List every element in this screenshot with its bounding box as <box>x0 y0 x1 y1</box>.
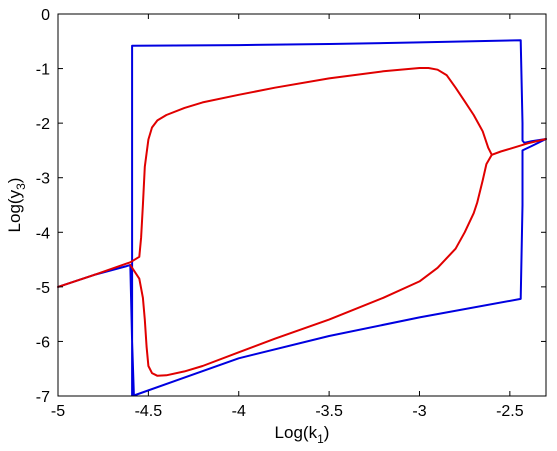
x-tick-label: -5 <box>51 403 65 420</box>
x-tick-label: -4.5 <box>135 403 163 420</box>
plot-frame <box>57 13 547 397</box>
x-tick-label: -3.5 <box>315 403 343 420</box>
series-line-2 <box>132 138 547 397</box>
y-tick-label: -5 <box>36 280 50 297</box>
x-tick-label: -3 <box>412 403 426 420</box>
x-tick-label: -4 <box>232 403 246 420</box>
y-tick-label: -6 <box>36 334 50 351</box>
y-axis-label: Log(y3) <box>5 178 28 233</box>
y-tick-label: -7 <box>36 389 50 406</box>
x-axis-label-close: ) <box>324 423 330 442</box>
x-tick-label: -2.5 <box>496 403 524 420</box>
series-line-4 <box>129 153 493 377</box>
x-axis-label: Log(k1) <box>275 423 330 446</box>
x-axis-ticks: -5 -4.5 -4 -3.5 -3 -2.5 <box>51 14 524 420</box>
y-axis-label-close: ) <box>5 178 24 184</box>
y-axis-label-main: Log(y <box>5 189 24 232</box>
y-tick-label: -2 <box>36 116 50 133</box>
x-axis-label-subscript: 1 <box>317 432 324 446</box>
x-axis-label-main: Log(k <box>275 423 318 442</box>
plot-lines <box>57 39 547 397</box>
y-tick-label: -1 <box>36 62 50 79</box>
y-tick-label: -4 <box>36 225 50 242</box>
y-tick-label: -3 <box>36 171 50 188</box>
y-tick-label: 0 <box>41 7 50 24</box>
y-axis-ticks: 0 -1 -2 -3 -4 -5 -6 -7 <box>36 7 546 406</box>
y-axis-label-subscript: 3 <box>14 183 28 190</box>
series-line-3 <box>57 67 547 288</box>
series-line-1 <box>57 39 547 397</box>
